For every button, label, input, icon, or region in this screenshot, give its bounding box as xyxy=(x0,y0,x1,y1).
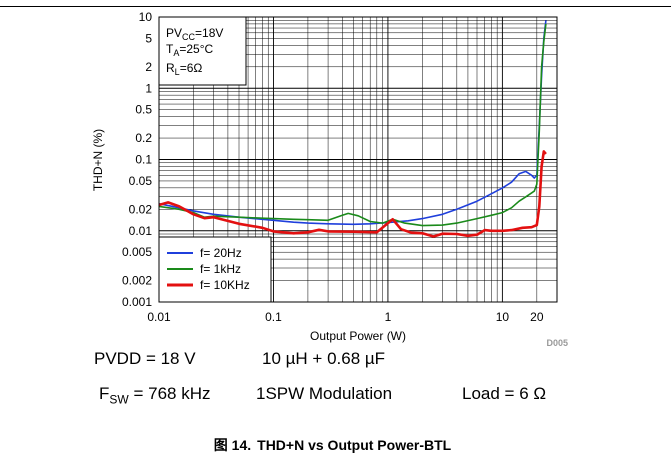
y-tick-label: 0.5 xyxy=(135,103,152,117)
x-tick-labels: 0.01 0.1 1 10 20 xyxy=(147,310,544,324)
conditions-box: PVCC=18V TA=25°C RL=6Ω xyxy=(158,16,247,86)
cond-fsw: FSW = 768 kHz xyxy=(99,384,211,407)
series-line-1 xyxy=(159,20,547,226)
y-tick-label: 0.005 xyxy=(122,245,152,259)
y-tick-label: 1 xyxy=(145,81,152,95)
figure-caption: 图 14. THD+N vs Output Power-BTL xyxy=(0,435,671,455)
top-rule xyxy=(0,6,671,7)
series-line-2 xyxy=(159,23,547,227)
legend-label-1: f= 20Hz xyxy=(200,246,242,260)
thd-chart: 0.01 0.1 1 10 20 0.001 0.002 0.005 0.01 0.02 0.05… xyxy=(91,10,568,348)
plot-frame xyxy=(158,16,558,303)
figure-caption-text: THD+N vs Output Power-BTL xyxy=(257,437,452,453)
x-tick-label: 1 xyxy=(385,310,392,324)
cond-modulation: 1SPW Modulation xyxy=(256,384,393,403)
chart-legend: f= 20Hz f= 1kHz f= 10KHz xyxy=(158,236,272,303)
y-tick-labels: 0.001 0.002 0.005 0.01 0.02 0.05 0.1 0.2 0.5 1 2 5 1… xyxy=(122,10,152,309)
y-tick-label: 10 xyxy=(139,10,153,24)
chart-code-label: D005 xyxy=(546,338,568,348)
y-tick-label: 0.001 xyxy=(122,295,152,309)
y-axis-label: THD+N (%) xyxy=(91,129,105,191)
legend-label-2: f= 1kHz xyxy=(200,262,241,276)
y-tick-label: 0.05 xyxy=(129,174,153,188)
x-tick-label: 0.1 xyxy=(265,310,282,324)
y-tick-label: 0.1 xyxy=(135,153,152,167)
cond-ta: TA=25°C xyxy=(166,42,214,58)
cond-pvcc: PVCC=18V xyxy=(166,26,223,42)
series-line-3 xyxy=(159,150,547,238)
y-tick-label: 0.01 xyxy=(129,224,153,238)
x-axis-label: Output Power (W) xyxy=(310,329,406,343)
cond-load: Load = 6 Ω xyxy=(462,384,547,403)
y-tick-label: 0.02 xyxy=(129,202,153,216)
y-tick-label: 2 xyxy=(145,60,152,74)
cond-rl: RL=6Ω xyxy=(166,61,202,77)
figure-caption-prefix: 图 14. xyxy=(213,437,252,453)
y-tick-label: 0.002 xyxy=(122,274,152,288)
chart-series xyxy=(159,20,547,238)
legend-label-3: f= 10KHz xyxy=(200,278,250,292)
x-tick-label: 10 xyxy=(496,310,510,324)
x-tick-label: 20 xyxy=(530,310,544,324)
cond-pvdd: PVDD = 18 V xyxy=(94,349,196,368)
cond-filter: 10 µH + 0.68 µF xyxy=(262,349,386,368)
y-tick-label: 0.2 xyxy=(135,131,152,145)
y-tick-label: 5 xyxy=(145,31,152,45)
x-tick-label: 0.01 xyxy=(147,310,171,324)
